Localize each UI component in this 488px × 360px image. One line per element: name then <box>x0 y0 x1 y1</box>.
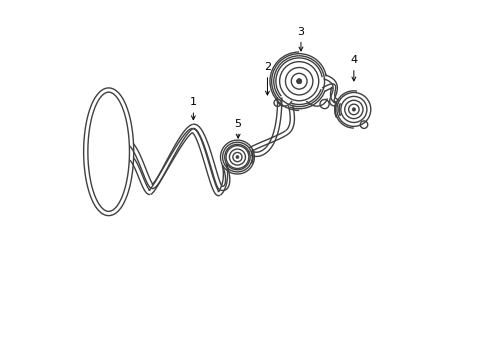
Text: 4: 4 <box>349 55 357 65</box>
Text: 2: 2 <box>264 62 270 72</box>
Text: 3: 3 <box>297 27 304 37</box>
Circle shape <box>236 156 239 158</box>
Text: 1: 1 <box>189 98 197 107</box>
Circle shape <box>296 79 301 84</box>
Circle shape <box>351 108 355 111</box>
Text: 5: 5 <box>234 118 241 129</box>
